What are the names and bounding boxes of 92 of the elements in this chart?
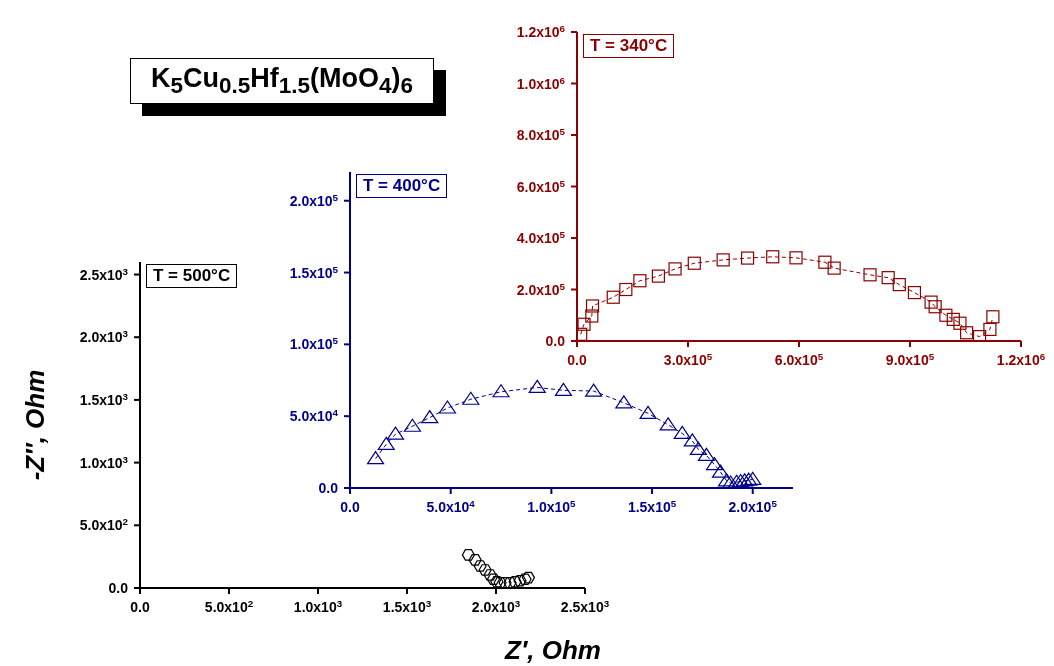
point <box>438 400 457 414</box>
point <box>705 456 724 471</box>
x-tick-label: 0.0 <box>130 599 150 615</box>
x-tick-label: 1.5x10$^{3}$ <box>382 597 432 615</box>
x-tick-label: 5.0x10$^{2}$ <box>204 597 254 615</box>
y-tick-label: 8.0x10$^{5}$ <box>516 125 566 143</box>
point <box>366 450 385 465</box>
point <box>766 250 780 264</box>
x-tick-label: 3.0x10$^{5}$ <box>663 350 713 368</box>
point <box>528 379 546 394</box>
y-tick-label: 6.0x10$^{5}$ <box>516 177 566 195</box>
annotation: T = 340°C <box>583 34 675 58</box>
point <box>421 410 439 424</box>
point <box>606 290 620 304</box>
y-tick-label: 2.0x10$^{5}$ <box>289 191 339 209</box>
point <box>687 256 701 270</box>
point <box>492 384 510 398</box>
point <box>744 471 762 485</box>
point <box>736 473 754 487</box>
x-axis-title: Z′, Ohm <box>505 634 601 666</box>
point <box>689 441 707 455</box>
point <box>615 395 633 409</box>
point <box>986 310 1000 324</box>
y-tick-label: 1.0x10$^{5}$ <box>289 334 339 353</box>
chart-title: K$_{5}$Cu$_{0.5}$Hf$_{1.5}$(MoO$_{4}$)$_{6}$ <box>151 63 414 99</box>
point <box>585 299 600 313</box>
y-tick-label: 1.2x10$^{6}$ <box>516 22 566 40</box>
y-tick-label: 2.0x10$^{3}$ <box>79 327 129 346</box>
point <box>403 418 422 432</box>
annotation: T = 400°C <box>356 174 448 198</box>
y-tick-label: 0.0 <box>108 580 129 596</box>
point <box>697 447 716 461</box>
y-tick-label: 1.0x10$^{3}$ <box>79 453 129 471</box>
point <box>960 326 974 340</box>
y-tick-label: 1.5x10$^{3}$ <box>79 390 129 408</box>
x-tick-label: 9.0x10$^{5}$ <box>885 350 935 368</box>
point <box>946 312 960 326</box>
point <box>863 268 877 282</box>
y-tick-label: 5.0x10$^{2}$ <box>79 515 129 534</box>
point <box>789 251 803 265</box>
x-tick-label: 2.5x10$^{3}$ <box>560 597 610 615</box>
y-tick-label: 4.0x10$^{5}$ <box>516 228 566 246</box>
y-tick-label: 2.0x10$^{5}$ <box>516 280 566 298</box>
x-tick-label: 1.2x10$^{6}$ <box>996 350 1046 368</box>
y-tick-label: 0.0 <box>545 333 566 349</box>
y-tick-label: 5.0x10$^{4}$ <box>289 406 339 425</box>
point <box>740 251 755 265</box>
x-tick-label: 0.0 <box>567 352 587 368</box>
point <box>907 285 922 300</box>
point <box>619 282 633 297</box>
point <box>818 255 832 269</box>
point <box>827 261 841 275</box>
point <box>732 473 750 488</box>
x-tick-label: 1.5x10$^{5}$ <box>627 497 677 515</box>
point <box>717 473 736 487</box>
x-tick-label: 2.0x10$^{5}$ <box>728 497 778 515</box>
point <box>939 308 953 322</box>
point <box>740 472 758 486</box>
point <box>585 309 599 323</box>
point <box>633 274 647 288</box>
point <box>711 464 730 478</box>
point <box>928 300 942 314</box>
point <box>462 391 480 405</box>
point <box>953 316 967 330</box>
point <box>972 330 987 341</box>
point <box>924 295 938 309</box>
point <box>683 433 701 447</box>
point <box>651 269 665 283</box>
point <box>881 271 895 285</box>
point <box>585 383 603 397</box>
point <box>577 317 591 331</box>
x-tick-label: 0.0 <box>340 499 360 515</box>
point <box>377 436 395 450</box>
y-tick-label: 1.0x10$^{6}$ <box>516 74 566 92</box>
point <box>659 417 677 431</box>
x-tick-label: 5.0x10$^{4}$ <box>426 497 476 515</box>
y-axis-title: -Z″, Ohm <box>19 369 51 481</box>
point <box>554 382 573 396</box>
point <box>983 322 997 337</box>
point <box>673 425 691 440</box>
x-tick-label: 2.0x10$^{3}$ <box>471 597 521 615</box>
point <box>892 278 906 292</box>
x-tick-label: 6.0x10$^{5}$ <box>774 350 824 368</box>
annotation: T = 500°C <box>146 264 238 288</box>
point <box>716 253 730 267</box>
y-tick-label: 2.5x10$^{3}$ <box>79 265 129 283</box>
y-tick-label: 0.0 <box>318 480 339 496</box>
x-tick-label: 1.0x10$^{5}$ <box>527 497 577 515</box>
y-tick-label: 1.5x10$^{5}$ <box>289 263 339 281</box>
point <box>386 426 405 440</box>
point <box>668 262 682 276</box>
point <box>639 405 657 419</box>
